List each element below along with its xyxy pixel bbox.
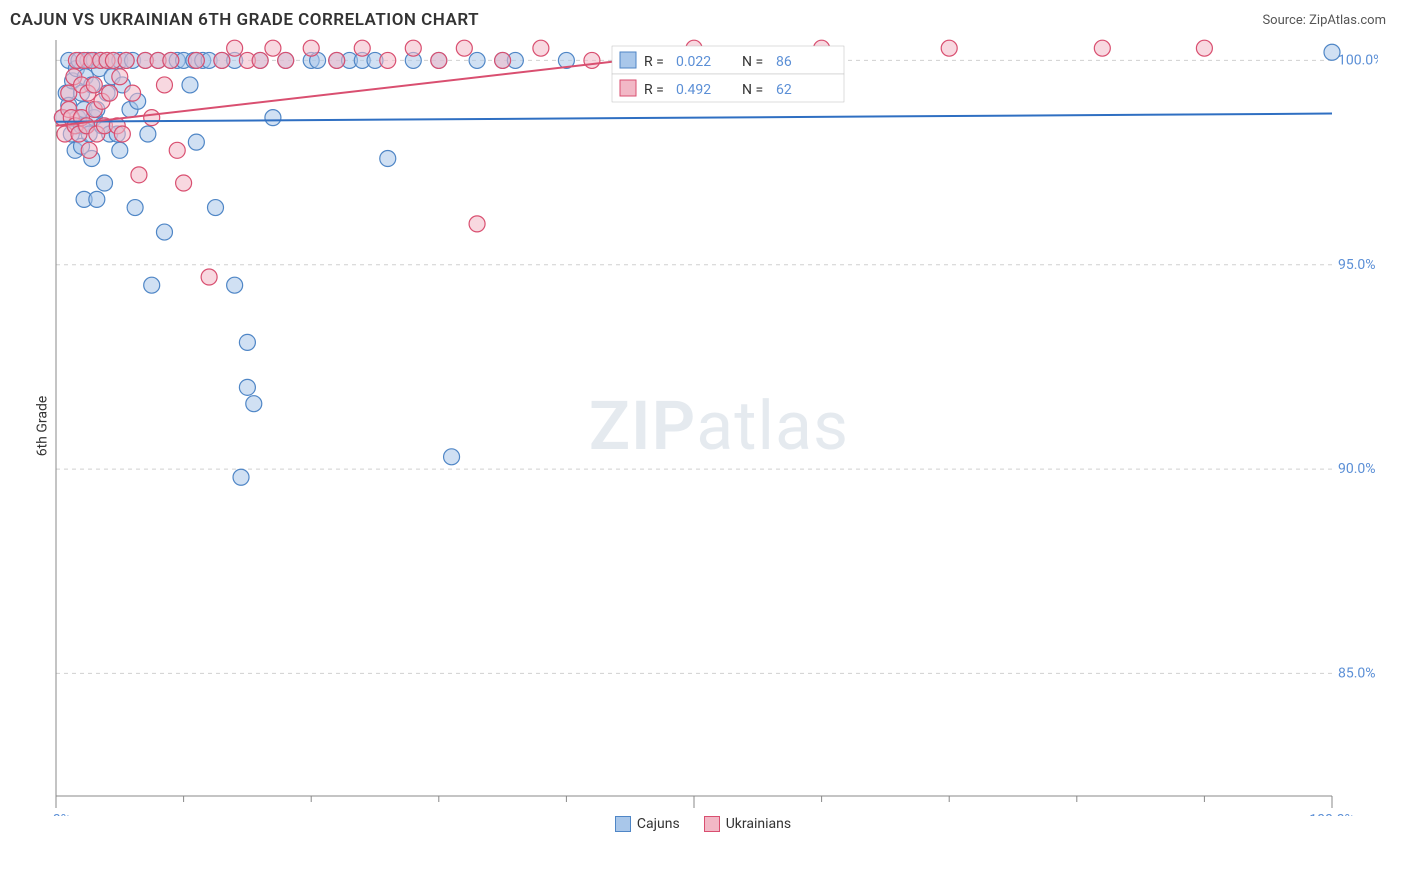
svg-text:100.0%: 100.0% xyxy=(1338,52,1378,68)
chart-header: CAJUN VS UKRAINIAN 6TH GRADE CORRELATION… xyxy=(0,0,1406,36)
svg-text:0.0%: 0.0% xyxy=(52,812,71,816)
bottom-legend: Cajuns Ukrainians xyxy=(0,816,1406,832)
source-label: Source: xyxy=(1262,13,1305,28)
svg-text:85.0%: 85.0% xyxy=(1338,665,1376,681)
source-value: ZipAtlas.com xyxy=(1309,13,1386,28)
legend-item-cajuns: Cajuns xyxy=(615,816,680,832)
svg-text:95.0%: 95.0% xyxy=(1338,257,1376,273)
legend-swatch-ukrainians xyxy=(704,816,720,832)
svg-text:86: 86 xyxy=(776,54,792,70)
legend-item-ukrainians: Ukrainians xyxy=(704,816,791,832)
legend-label-ukrainians: Ukrainians xyxy=(726,816,791,832)
legend-swatch-cajuns xyxy=(615,816,631,832)
svg-text:N =: N = xyxy=(742,54,763,70)
chart-title: CAJUN VS UKRAINIAN 6TH GRADE CORRELATION… xyxy=(10,10,479,30)
svg-text:0.022: 0.022 xyxy=(676,54,711,70)
chart-container: 6th Grade 100.0%95.0%90.0%85.0%0.0%100.0… xyxy=(52,36,1386,816)
legend-label-cajuns: Cajuns xyxy=(637,816,680,832)
svg-text:100.0%: 100.0% xyxy=(1309,812,1354,816)
svg-text:R =: R = xyxy=(644,54,664,70)
scatter-chart: 100.0% 95.0% 90.0% 85.0% 0.0% 100.0% R = 0.022 N… xyxy=(52,36,1378,816)
svg-text:62: 62 xyxy=(776,82,792,98)
y-axis-label: 6th Grade xyxy=(34,396,50,457)
svg-text:R =: R = xyxy=(644,82,664,98)
svg-text:90.0%: 90.0% xyxy=(1338,461,1376,477)
svg-text:N =: N = xyxy=(742,82,763,98)
svg-text:0.492: 0.492 xyxy=(676,82,711,98)
chart-source: Source: ZipAtlas.com xyxy=(1262,13,1386,28)
